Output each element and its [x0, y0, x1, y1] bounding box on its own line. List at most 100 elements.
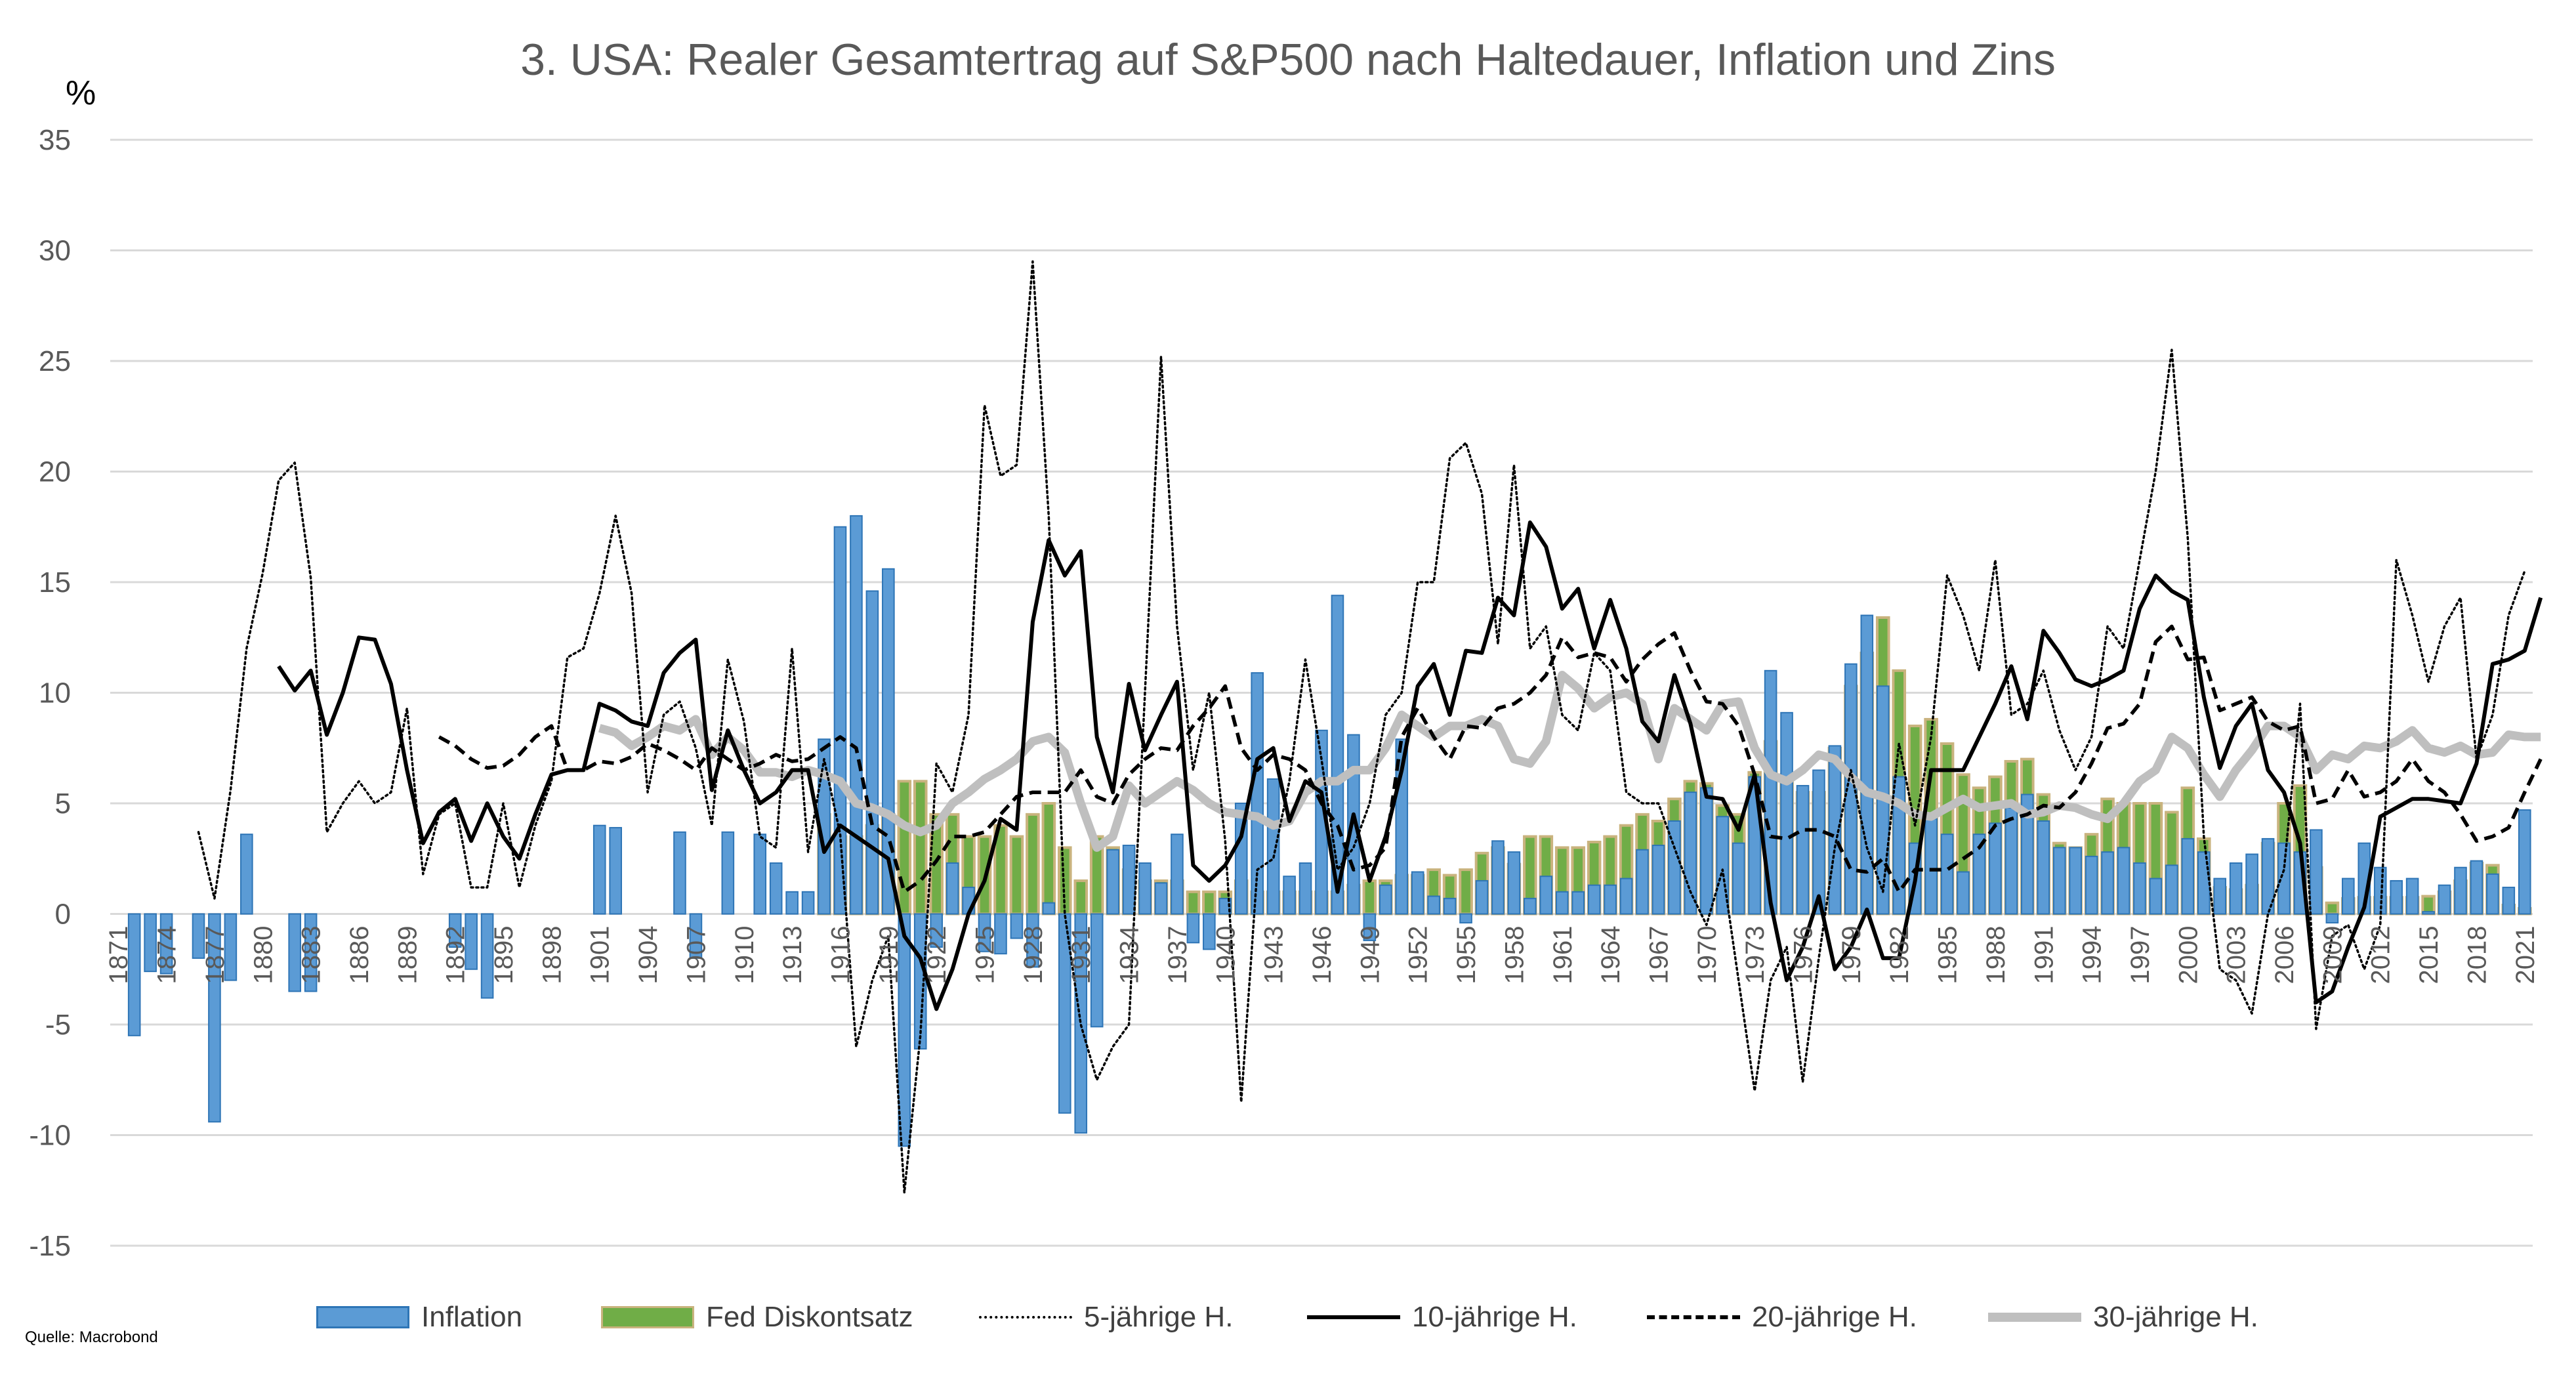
bar-inflation [480, 913, 494, 999]
bar-inflation [1443, 897, 1457, 915]
line-5-jaehrig [197, 260, 2526, 1194]
y-axis-unit-label: % [66, 74, 96, 112]
bar-fed-diskontsatz [1073, 879, 1089, 916]
x-tick-label: 1949 [1356, 926, 1384, 984]
bar-inflation [1218, 897, 1232, 915]
bar-inflation [1636, 849, 1649, 915]
bar-inflation [208, 913, 221, 1123]
legend-item-10y: 10-jährige H. [1307, 1294, 1577, 1340]
x-tick-label: 1937 [1163, 926, 1192, 984]
bar-inflation [1427, 895, 1440, 915]
x-tick-label: 1946 [1308, 926, 1337, 984]
legend-label-5y: 5-jährige H. [1084, 1301, 1234, 1333]
bar-inflation [2342, 878, 2355, 915]
bar-inflation [1058, 913, 1071, 1114]
line-20-jaehrig [438, 624, 2543, 894]
chart-title: 3. USA: Realer Gesamtertrag auf S&P500 n… [520, 35, 2056, 85]
bar-inflation [1010, 913, 1024, 939]
x-tick-label: 1889 [393, 926, 422, 984]
x-tick-label: 1928 [1019, 926, 1048, 984]
bar-inflation [1892, 776, 1906, 915]
bar-fed-diskontsatz [1057, 846, 1072, 916]
x-tick-label: 2012 [2367, 926, 2396, 984]
x-tick-label: 2006 [2270, 926, 2299, 984]
bar-fed-diskontsatz [913, 780, 928, 916]
bar-fed-diskontsatz [1362, 879, 1377, 916]
bar-inflation [2325, 913, 2339, 923]
bar-inflation [1475, 879, 1489, 915]
x-tick-label: 1979 [1837, 926, 1866, 984]
bar-inflation [1555, 891, 1569, 915]
bar-inflation [2165, 864, 2178, 915]
bar-inflation [1524, 897, 1537, 915]
bar-inflation [1363, 913, 1377, 941]
x-tick-label: 1952 [1404, 926, 1433, 984]
x-tick-label: 1940 [1211, 926, 1240, 984]
bar-inflation [689, 913, 703, 959]
bar-inflation [144, 913, 157, 973]
x-tick-label: 1877 [201, 926, 230, 984]
bar-inflation [769, 862, 783, 915]
bar-inflation [2069, 847, 2082, 915]
bar-inflation [609, 827, 622, 915]
x-tick-label: 1907 [682, 926, 711, 984]
bar-inflation [1957, 871, 1970, 915]
y-tick-label: 30 [39, 235, 71, 267]
legend-item-inflation: Inflation [316, 1294, 522, 1340]
x-tick-label: 1886 [345, 926, 374, 984]
bar-inflation [1138, 862, 1152, 915]
bar-inflation [1491, 840, 1505, 915]
bar-inflation [945, 862, 959, 915]
x-tick-label: 1976 [1789, 926, 1818, 984]
legend-item-30y: 30-jährige H. [1988, 1294, 2258, 1340]
bar-inflation [1042, 902, 1056, 915]
legend-item-fed: Fed Diskontsatz [601, 1294, 913, 1340]
bar-inflation [1860, 614, 1874, 915]
y-tick-label: 25 [39, 345, 71, 377]
x-tick-label: 1904 [634, 926, 663, 984]
bar-inflation [1074, 913, 1088, 1134]
legend-swatch-30y [1988, 1313, 2081, 1322]
bar-inflation [978, 913, 991, 952]
bar-inflation [1507, 851, 1521, 915]
x-tick-label: 1970 [1693, 926, 1722, 984]
bar-inflation [2405, 878, 2419, 915]
bar-fed-diskontsatz [1186, 890, 1201, 916]
bar-fed-diskontsatz [1041, 802, 1056, 916]
x-tick-label: 1892 [442, 926, 470, 984]
legend-swatch-fed [601, 1306, 694, 1328]
bar-inflation [1459, 913, 1472, 923]
x-tick-label: 1964 [1596, 926, 1625, 984]
x-tick-label: 1898 [537, 926, 566, 984]
bar-inflation [127, 913, 141, 1036]
bar-inflation [2021, 793, 2034, 915]
x-tick-label: 1961 [1548, 926, 1577, 984]
bar-inflation [1090, 913, 1104, 1028]
x-tick-label: 1982 [1885, 926, 1914, 984]
bar-inflation [2422, 911, 2435, 915]
x-tick-label: 1895 [489, 926, 518, 984]
bar-inflation [1539, 876, 1553, 915]
bar-inflation [1812, 769, 1825, 915]
bar-inflation [1171, 834, 1184, 915]
x-tick-label: 1922 [923, 926, 951, 984]
bar-inflation [592, 824, 606, 915]
x-tick-label: 1985 [1934, 926, 1963, 984]
x-tick-label: 1943 [1260, 926, 1289, 984]
legend-swatch-inflation [316, 1306, 409, 1328]
bar-inflation [2101, 851, 2114, 915]
bar-inflation [1106, 849, 1119, 915]
bar-inflation [930, 913, 943, 948]
line-30-jaehrig [598, 671, 2541, 852]
bar-inflation [159, 913, 173, 975]
gridlines [110, 138, 2533, 1247]
legend-swatch-5y [979, 1316, 1072, 1319]
bar-inflation [2133, 862, 2146, 915]
x-tick-label: 1919 [875, 926, 904, 984]
bar-inflation [2085, 855, 2098, 915]
inflation-bars [127, 515, 2531, 1147]
bar-inflation [2310, 829, 2323, 915]
bar-inflation [2197, 851, 2211, 915]
x-tick-labels: 1871 1874 1877 1880 1883 1886 1889 1892 1895 1898… [104, 926, 2540, 984]
